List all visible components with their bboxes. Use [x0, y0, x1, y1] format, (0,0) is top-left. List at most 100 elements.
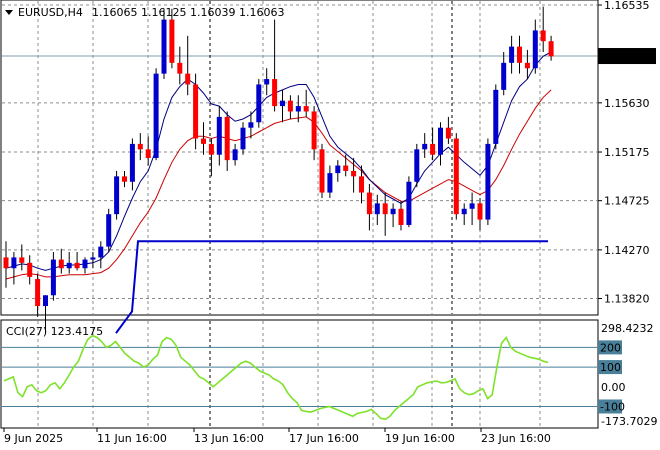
- candle-21: [169, 8, 175, 69]
- candle-body-0: [3, 257, 9, 269]
- candle-51: [406, 176, 412, 228]
- candle-body-40: [319, 149, 325, 193]
- cci-level-label-0: 200: [600, 341, 621, 354]
- candle-1: [11, 252, 17, 285]
- candle-body-5: [43, 295, 48, 307]
- candle-32: [256, 79, 262, 128]
- candle-body-50: [398, 208, 404, 225]
- candle-body-55: [438, 127, 443, 155]
- candle-30: [240, 122, 246, 155]
- candle-14: [114, 170, 120, 220]
- candle-61: [485, 138, 491, 225]
- candle-9: [74, 252, 80, 271]
- candle-body-15: [122, 176, 127, 182]
- candle-69: [548, 35, 554, 61]
- cci-axis: 298.4232 200 100 0.00 -100 -173.7029: [598, 322, 657, 428]
- candle-17: [137, 133, 143, 161]
- candle-body-24: [193, 84, 199, 139]
- candle-body-49: [390, 208, 396, 215]
- candle-body-43: [343, 165, 349, 171]
- candle-20: [161, 8, 167, 80]
- candle-46: [366, 183, 372, 231]
- support-line: [115, 240, 548, 334]
- candle-body-38: [303, 106, 309, 112]
- candle-body-46: [366, 192, 372, 215]
- candle-body-58: [461, 208, 467, 215]
- candle-49: [390, 203, 396, 228]
- candle-5: [43, 295, 48, 334]
- candle-body-51: [406, 181, 412, 225]
- candle-64: [509, 35, 515, 74]
- candle-63: [501, 52, 507, 96]
- candle-body-61: [485, 143, 491, 220]
- candle-16: [129, 138, 135, 191]
- candle-body-3: [27, 262, 33, 277]
- candle-body-8: [66, 262, 72, 269]
- candle-59: [469, 192, 475, 225]
- candle-45: [359, 165, 364, 204]
- candle-body-16: [129, 143, 135, 182]
- candle-33: [264, 68, 270, 96]
- candle-47: [374, 194, 380, 225]
- candle-48: [382, 192, 388, 236]
- candle-body-60: [477, 203, 483, 220]
- candle-31: [248, 111, 254, 139]
- candles: [3, 6, 554, 334]
- slow-ma-line: [5, 89, 552, 280]
- time-label-4: 19 Jun 16:00: [385, 432, 455, 445]
- candle-body-62: [493, 89, 499, 144]
- price-axis: 1.16535 1.15630 1.15175 1.14725 1.14270 1.138…: [598, 0, 656, 306]
- cci-line: [3, 334, 549, 421]
- candle-body-39: [311, 111, 317, 150]
- fast-ma-line: [5, 51, 552, 271]
- candle-body-54: [430, 143, 436, 155]
- price-label-4: 1.14725: [604, 195, 650, 208]
- candle-7: [58, 248, 64, 274]
- candle-62: [493, 84, 499, 150]
- candle-body-44: [351, 170, 357, 177]
- candle-29: [232, 143, 238, 166]
- candle-body-47: [374, 203, 380, 215]
- cci-level-label-3: -100: [600, 400, 625, 413]
- candle-body-35: [280, 100, 285, 107]
- candle-13: [106, 208, 112, 253]
- candle-19: [153, 68, 159, 161]
- price-label-6: 1.13820: [604, 293, 650, 306]
- candle-body-23: [185, 73, 191, 85]
- candle-body-9: [74, 262, 80, 269]
- cci-min-label: -173.7029: [601, 415, 657, 428]
- cci-level-box-0: [598, 340, 622, 355]
- candle-26: [208, 138, 214, 177]
- candle-body-22: [177, 62, 183, 74]
- candle-body-25: [201, 138, 206, 144]
- cci-level-box-1: [598, 360, 622, 375]
- time-label-3: 17 Jun 16:00: [289, 432, 359, 445]
- candle-28: [224, 111, 230, 171]
- candle-body-2: [19, 257, 25, 263]
- session-separators: [209, 1, 453, 427]
- candle-52: [414, 143, 420, 188]
- candle-43: [343, 154, 349, 177]
- candle-68: [540, 6, 546, 53]
- candle-body-52: [414, 149, 420, 182]
- candle-15: [122, 170, 127, 188]
- candle-body-59: [469, 203, 475, 209]
- candle-22: [177, 46, 183, 85]
- candle-35: [280, 89, 285, 123]
- candle-27: [216, 106, 222, 166]
- cci-series-line: [3, 334, 549, 421]
- candle-23: [185, 35, 191, 96]
- candle-body-18: [145, 149, 151, 158]
- collapse-triangle-icon[interactable]: [5, 10, 13, 15]
- candle-18: [145, 136, 151, 166]
- candle-body-34: [272, 79, 278, 107]
- price-label-5: 1.14270: [604, 244, 650, 257]
- candle-body-68: [540, 30, 546, 42]
- candle-body-19: [153, 73, 159, 158]
- candle-12: [98, 241, 104, 269]
- time-label-2: 13 Jun 16:00: [194, 432, 264, 445]
- candle-39: [311, 106, 317, 161]
- candle-body-26: [208, 143, 214, 155]
- candle-4: [35, 273, 41, 317]
